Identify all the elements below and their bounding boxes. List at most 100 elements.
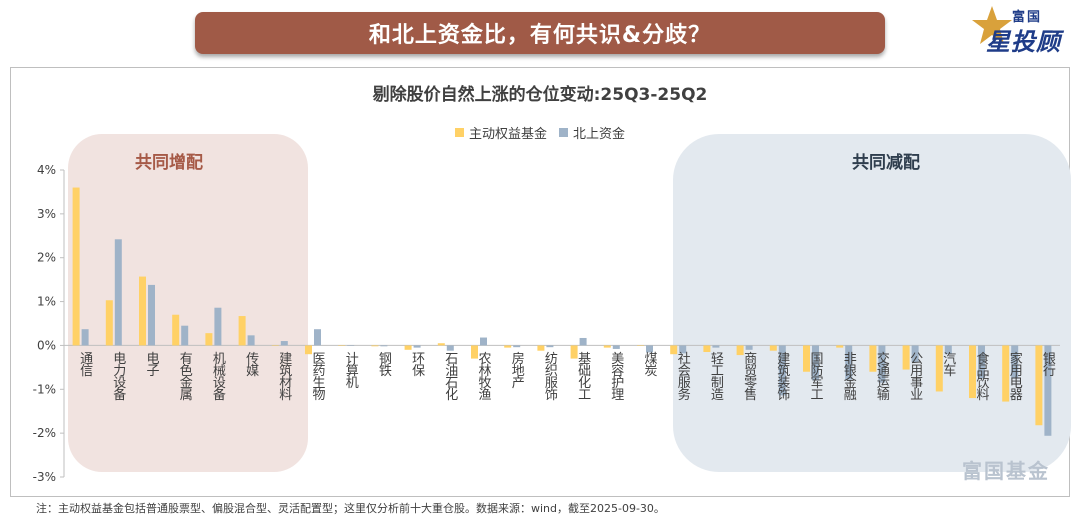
x-category-label: 计算机 [343, 351, 359, 389]
x-category-label: 建筑装饰 [774, 351, 790, 400]
bar-active-fund [935, 345, 943, 392]
chart-title: 剔除股价自然上涨的仓位变动:25Q3-25Q2 [372, 85, 708, 105]
bar-active-fund [471, 345, 478, 359]
x-category-label: 通信 [77, 351, 93, 376]
bar-active-fund [703, 345, 711, 353]
x-category-label: 银行 [1040, 351, 1056, 377]
y-tick-label: 3% [37, 207, 56, 221]
bar-active-fund [969, 345, 976, 399]
bar-northbound [845, 345, 853, 380]
bar-northbound [480, 337, 487, 346]
x-category-label: 石油石化 [442, 351, 458, 401]
bar-northbound [81, 329, 89, 346]
bar-active-fund [570, 345, 578, 359]
bar-northbound [812, 345, 819, 381]
x-category-label: 公用事业 [907, 351, 923, 399]
x-category-label: 食品饮料 [974, 351, 990, 401]
bar-northbound [347, 345, 355, 346]
bar-active-fund [172, 314, 180, 346]
banner-title: 和北上资金比，有何共识&分歧？ [368, 23, 712, 48]
bar-active-fund [1035, 345, 1043, 426]
x-category-label: 非银金融 [841, 351, 857, 400]
bar-northbound [679, 345, 687, 354]
bar-active-fund [736, 345, 744, 356]
decrease-zone-label: 共同减配 [852, 153, 920, 173]
logo-top-text: 富国 [1012, 10, 1043, 25]
x-category-label: 钢铁 [376, 351, 392, 376]
x-category-label: 传媒 [243, 351, 259, 376]
bar-active-fund [271, 345, 279, 346]
watermark: 富国基金 [962, 459, 1050, 483]
bar-northbound [878, 345, 886, 383]
bar-active-fund [803, 345, 810, 372]
x-category-label: 环保 [409, 351, 425, 376]
bar-northbound [944, 345, 952, 355]
bar-northbound [214, 307, 222, 346]
bar-northbound [280, 341, 288, 346]
bar-northbound [247, 335, 255, 346]
legend-label-active-fund: 主动权益基金 [468, 127, 547, 142]
bar-active-fund [338, 345, 346, 346]
y-tick-label: 4% [37, 163, 56, 177]
x-category-label: 美容护理 [608, 351, 624, 399]
bar-active-fund [902, 345, 910, 370]
bar-active-fund [537, 345, 545, 351]
x-category-label: 社会服务 [675, 351, 691, 401]
x-category-label: 纺织服饰 [542, 351, 558, 400]
x-category-label: 家用电器 [1007, 351, 1023, 402]
bar-active-fund [139, 276, 146, 346]
bar-northbound [911, 345, 919, 363]
bar-northbound [646, 345, 653, 353]
bar-northbound [1044, 345, 1052, 436]
bar-northbound [314, 329, 321, 346]
x-category-label: 电力设备 [110, 351, 126, 401]
bar-active-fund [603, 345, 611, 348]
legend-swatch-active-fund [454, 128, 464, 137]
chart-legend: 主动权益基金 北上资金 [0, 123, 1080, 142]
y-tick-label: 2% [37, 251, 56, 265]
bar-active-fund [836, 345, 844, 348]
bar-northbound [181, 325, 189, 346]
x-category-label: 轻工制造 [708, 351, 724, 401]
legend-item-active-fund: 主动权益基金 [454, 123, 547, 142]
x-category-label: 基础化工 [575, 351, 591, 399]
legend-swatch-northbound [559, 128, 568, 137]
x-category-label: 汽车 [940, 351, 956, 376]
brand-logo: 富国 星投顾 [972, 4, 1072, 56]
bar-active-fund [205, 333, 213, 346]
bar-active-fund [238, 316, 246, 346]
bar-northbound [712, 345, 720, 348]
x-category-label: 电子 [144, 351, 160, 376]
bar-northbound [513, 345, 521, 348]
bar-active-fund [769, 345, 777, 351]
bar-northbound [612, 345, 620, 349]
x-category-label: 房地产 [509, 351, 525, 390]
bar-northbound [114, 239, 122, 346]
title-banner: 和北上资金比，有何共识&分歧？ [195, 12, 885, 54]
x-category-label: 机械设备 [210, 351, 226, 401]
x-category-label: 交通运输 [874, 351, 890, 401]
logo-main-text: 星投顾 [986, 28, 1061, 56]
x-category-label: 医药生物 [310, 351, 326, 401]
bar-northbound [546, 345, 554, 348]
bar-northbound [1011, 345, 1019, 379]
bar-northbound [778, 345, 786, 396]
y-tick-label: -1% [33, 382, 56, 396]
x-category-label: 建筑材料 [276, 351, 292, 400]
bar-active-fund [105, 300, 113, 346]
y-tick-label: -2% [33, 426, 56, 440]
y-tick-label: 1% [37, 295, 56, 309]
x-category-label: 商贸零售 [741, 351, 757, 400]
y-tick-label: -3% [33, 470, 56, 484]
y-tick-label: 0% [37, 338, 56, 352]
bar-northbound [446, 345, 454, 351]
bar-northbound [148, 284, 155, 346]
legend-label-northbound: 北上资金 [573, 127, 626, 142]
bar-active-fund [637, 345, 644, 346]
bar-active-fund [1002, 345, 1010, 402]
x-category-label: 农林牧渔 [476, 351, 492, 400]
bar-active-fund [437, 343, 445, 346]
bar-northbound [579, 337, 587, 346]
legend-item-northbound: 北上资金 [559, 123, 625, 142]
